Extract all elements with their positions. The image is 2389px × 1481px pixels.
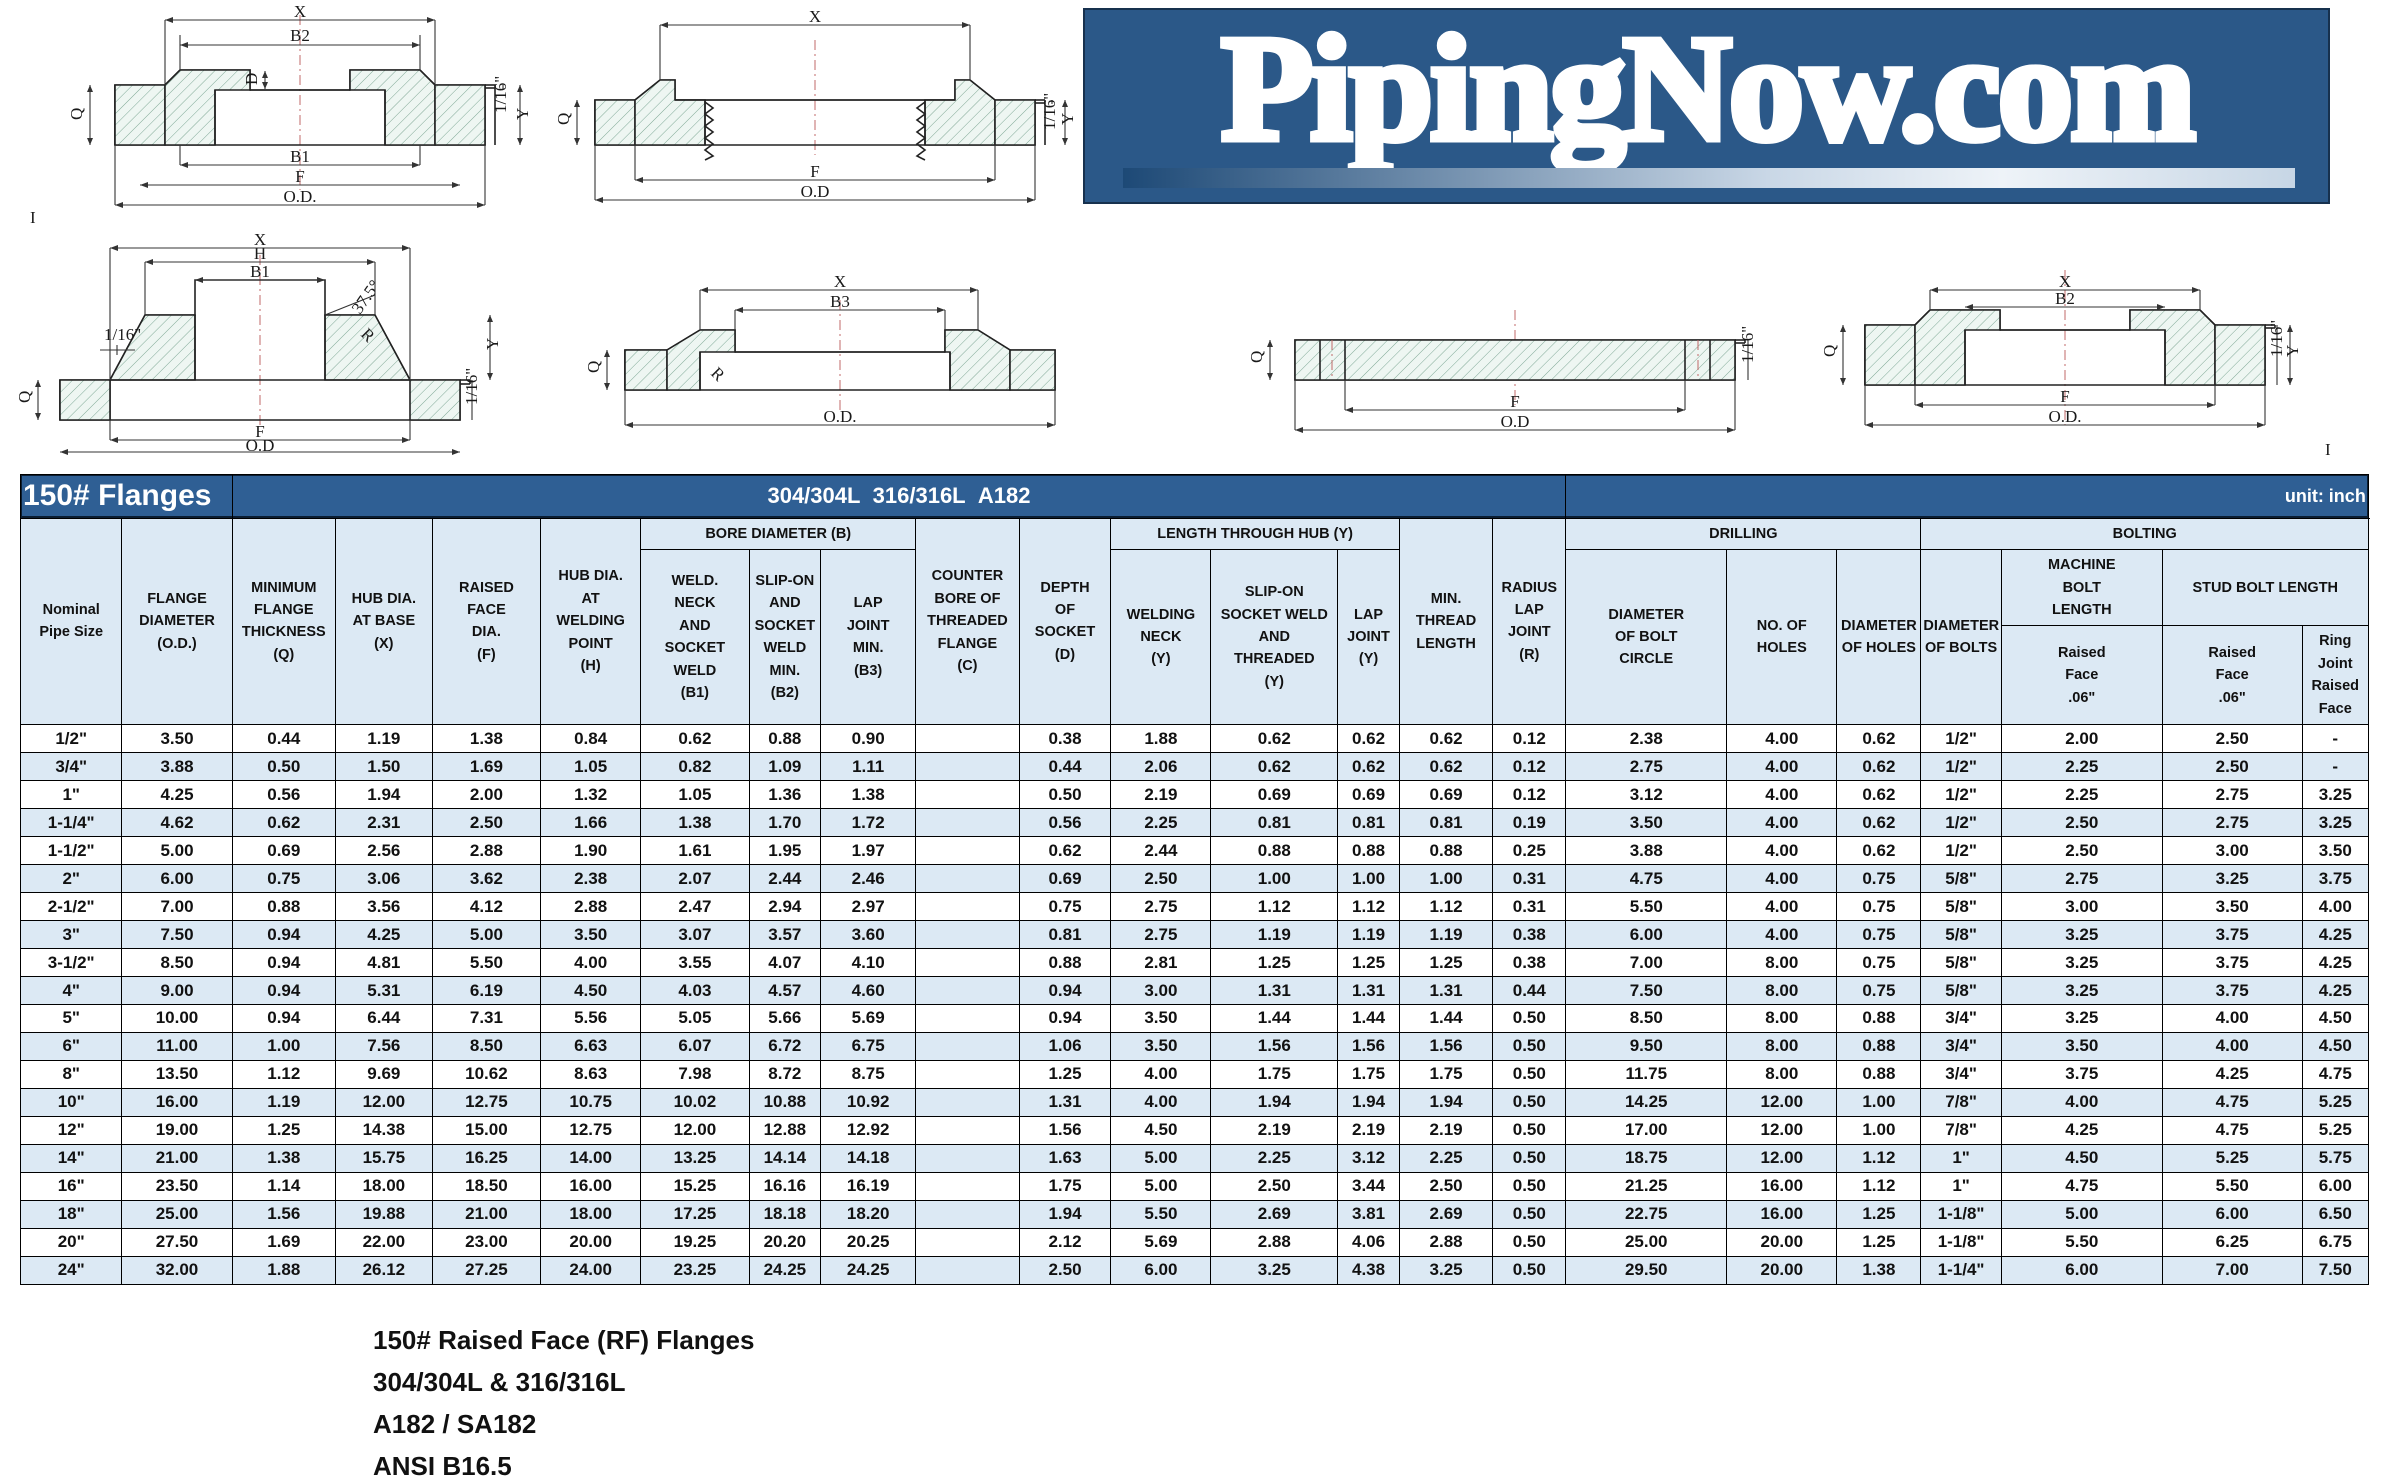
svg-text:F: F [1510,392,1519,411]
svg-text:Q: Q [554,113,573,125]
svg-text:D: D [242,73,261,85]
svg-text:F: F [810,162,819,181]
svg-text:O.D.: O.D. [2048,407,2081,426]
svg-text:I: I [2325,440,2331,459]
svg-text:Y: Y [513,108,532,120]
svg-text:B2: B2 [2055,289,2075,308]
svg-text:O.D: O.D [1501,412,1530,431]
svg-text:F: F [2060,387,2069,406]
svg-text:Y: Y [1058,113,1077,125]
svg-text:1/16": 1/16" [2267,320,2286,357]
svg-text:Q: Q [1247,351,1266,363]
svg-text:B1: B1 [250,262,270,281]
svg-text:1/16": 1/16" [462,368,481,405]
svg-text:X: X [294,2,306,21]
svg-text:I: I [30,208,36,227]
svg-text:B3: B3 [830,292,850,311]
svg-text:X: X [254,230,266,249]
svg-text:X: X [834,272,846,291]
svg-text:Y: Y [483,338,502,350]
svg-text:Q: Q [15,391,34,403]
svg-text:O.D: O.D [246,436,275,455]
svg-text:O.D: O.D [801,182,830,201]
svg-text:X: X [809,7,821,26]
svg-text:Q: Q [584,361,603,373]
svg-text:B1: B1 [290,147,310,166]
svg-text:1/16": 1/16" [1738,326,1757,363]
svg-text:R: R [707,363,729,385]
svg-text:O.D.: O.D. [823,407,856,426]
svg-text:37.5°: 37.5° [348,276,385,317]
svg-text:F: F [295,167,304,186]
svg-text:1/16": 1/16" [1040,93,1059,130]
svg-text:B2: B2 [290,26,310,45]
svg-text:Q: Q [67,108,86,120]
svg-text:Q: Q [1820,345,1839,357]
svg-text:O.D.: O.D. [283,187,316,206]
svg-text:1/16": 1/16" [491,76,510,113]
